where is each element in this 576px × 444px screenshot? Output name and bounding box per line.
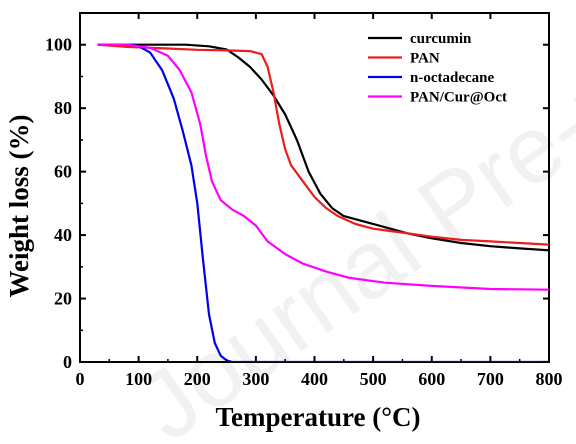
series-line-pan: [97, 43, 549, 246]
y-axis-title: Weight loss (%): [4, 114, 34, 297]
y-tick-label: 20: [54, 289, 72, 309]
legend-label-pan: PAN: [410, 51, 440, 67]
series-line-curcumin: [97, 43, 549, 252]
legend-label-pan-cur-oct: PAN/Cur@Oct: [410, 90, 507, 106]
x-tick-label: 500: [360, 369, 387, 389]
series-layer: [97, 43, 549, 362]
y-tick-label: 100: [45, 35, 72, 55]
y-tick-label: 40: [54, 225, 72, 245]
x-tick-label: 600: [418, 369, 445, 389]
legend-label-curcumin: curcumin: [410, 31, 472, 47]
y-tick-label: 60: [54, 162, 72, 182]
x-tick-label: 0: [76, 369, 85, 389]
x-tick-label: 700: [477, 369, 504, 389]
legend: curcumin PAN n-octadecane PAN/Cur@Oct: [368, 31, 507, 106]
x-tick-label: 400: [301, 369, 328, 389]
series-line-n-octadecane: [97, 43, 549, 362]
y-tick-label: 0: [63, 352, 72, 372]
x-axis-title: Temperature (°C): [215, 402, 420, 432]
x-tick-label: 300: [242, 369, 269, 389]
x-tick-label: 100: [125, 369, 152, 389]
legend-label-n-octadecane: n-octadecane: [410, 70, 494, 86]
y-tick-label: 80: [54, 98, 72, 118]
x-tick-label: 800: [536, 369, 563, 389]
series-line-pan-cur-oct: [97, 43, 549, 291]
x-tick-label: 200: [184, 369, 211, 389]
axes-layer: 0 100 200 300 400 500 600 700 800 0 20 40 60 80 100: [45, 13, 563, 389]
